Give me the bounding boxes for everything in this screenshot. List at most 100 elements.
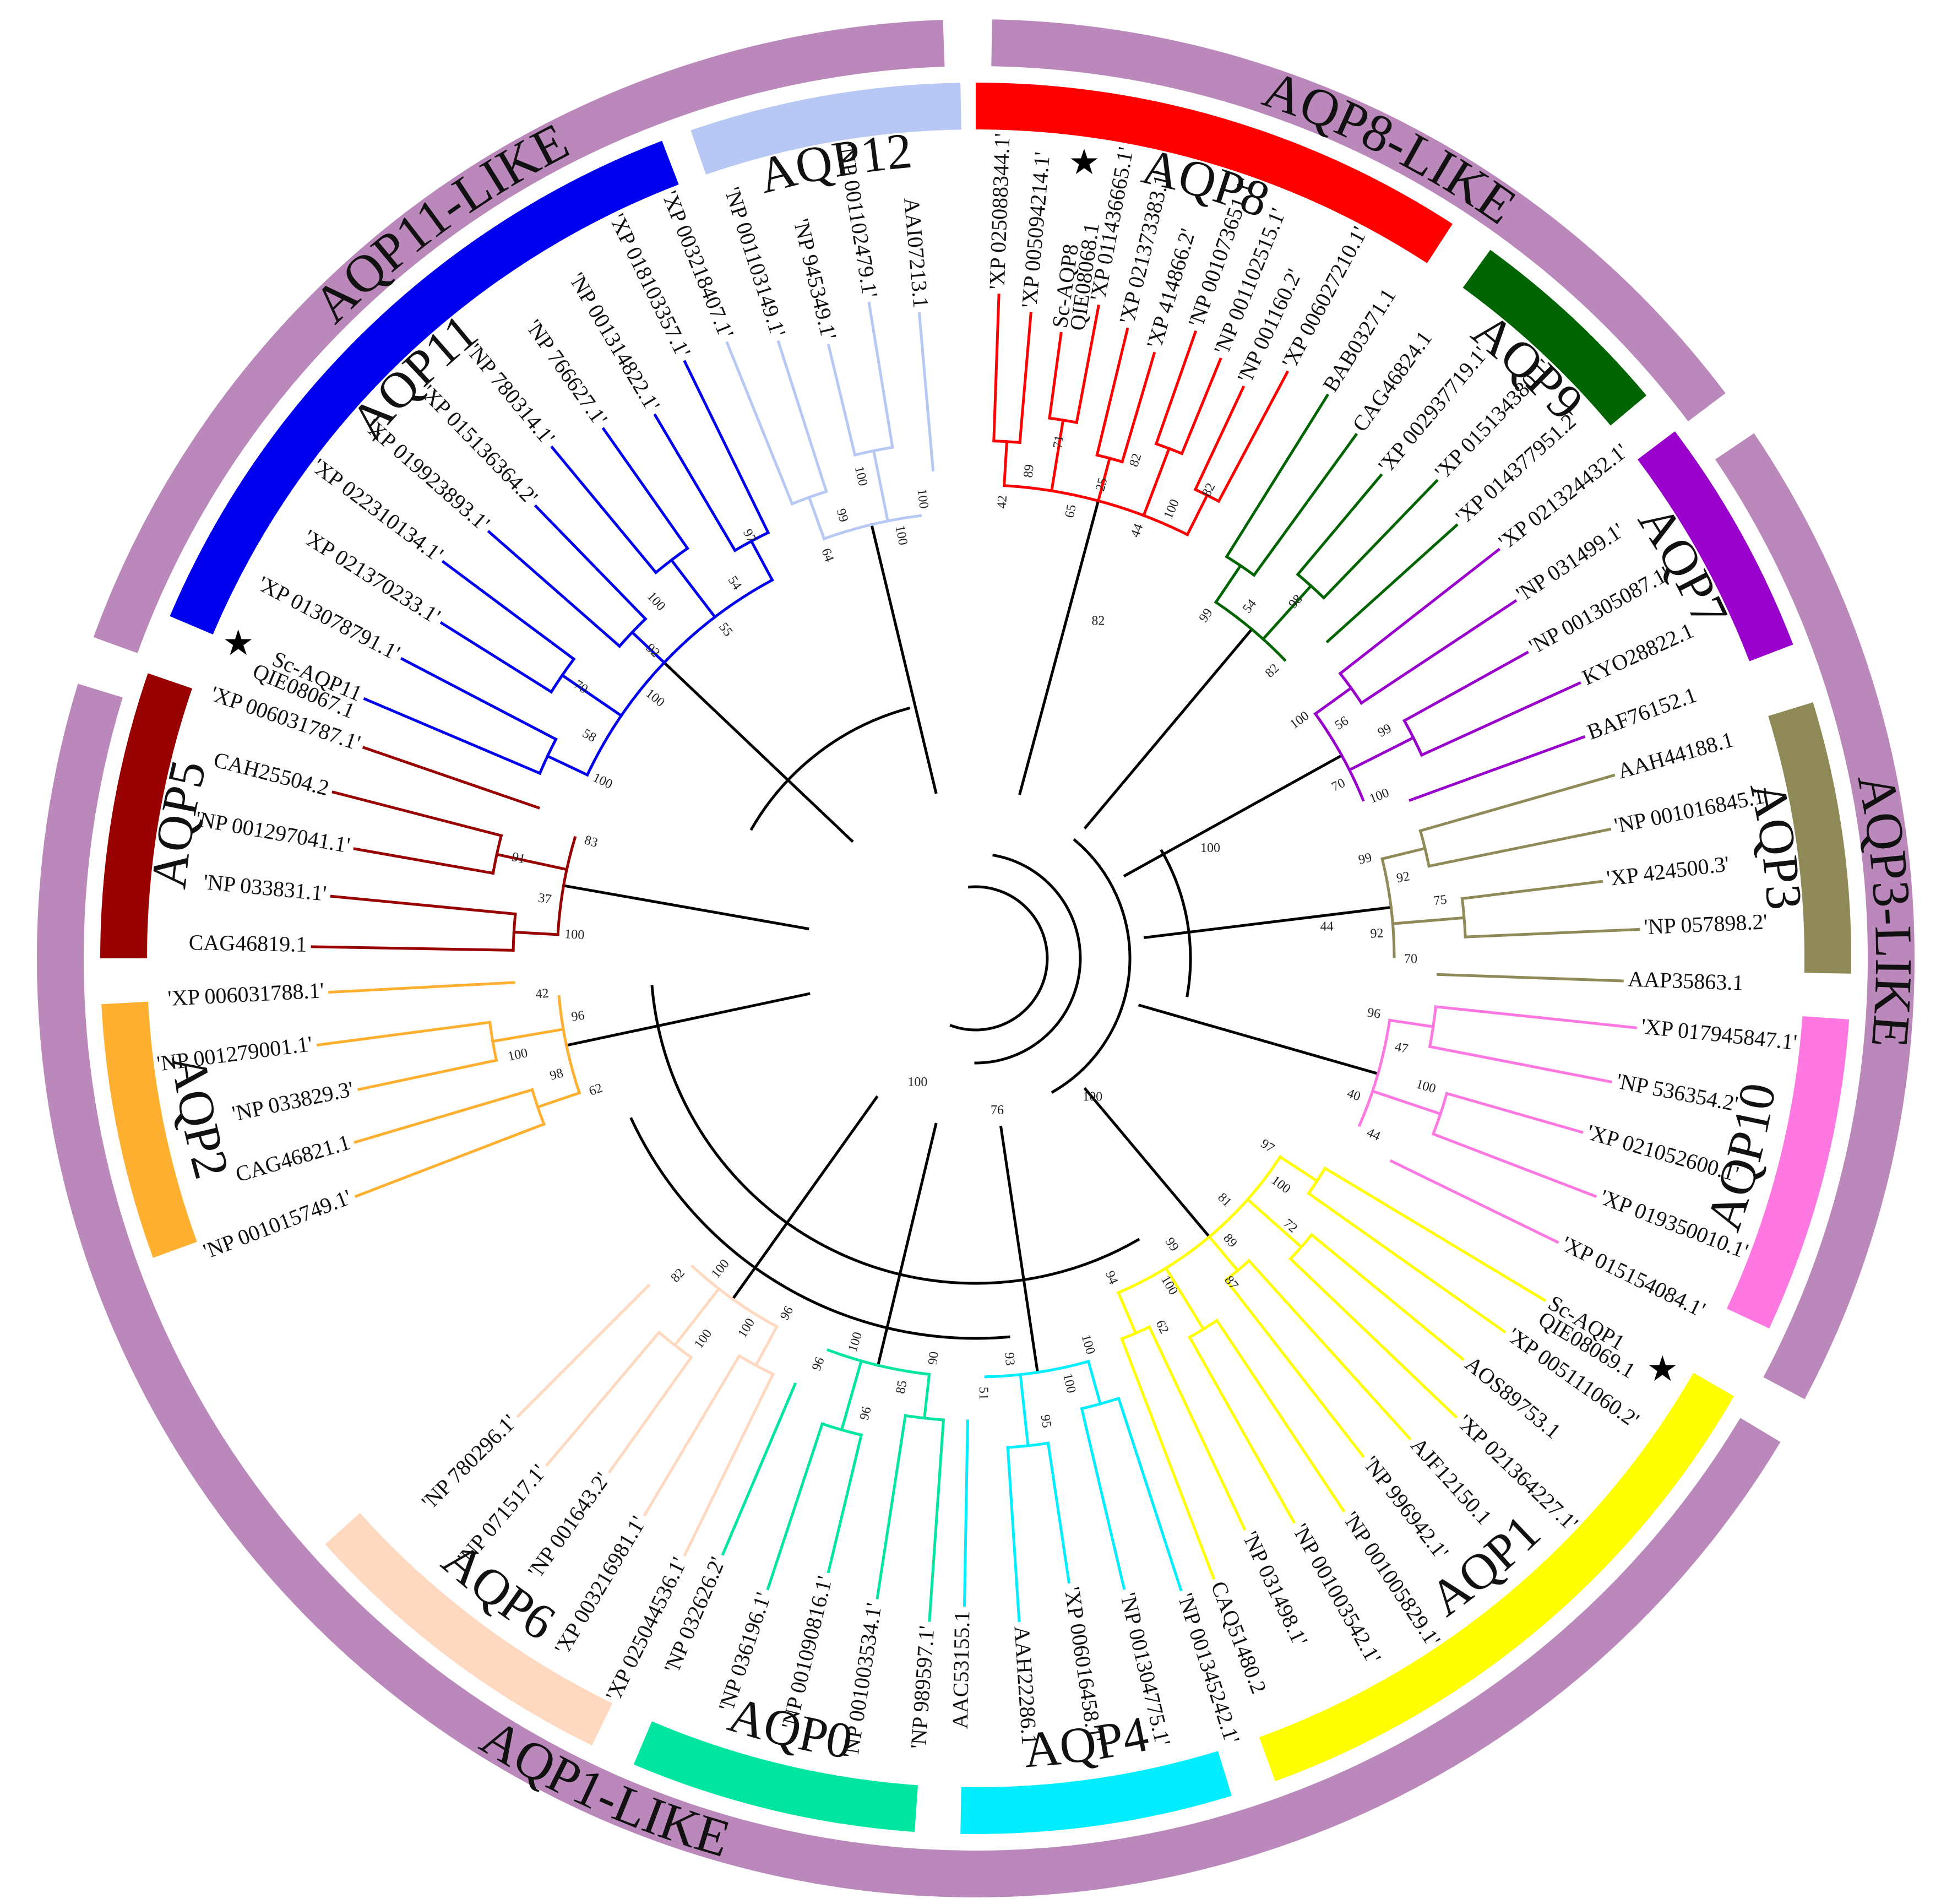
bootstrap-value: 100 (1158, 1273, 1181, 1298)
tip-label: 'NP 001003534.1' (838, 1601, 887, 1760)
tip-label: CAG46821.1 (233, 1130, 353, 1187)
backbone-bootstrap-value: 100 (907, 1075, 927, 1089)
backbone-bootstrap-value: 82 (1091, 614, 1105, 628)
group-band-aqp3 (1768, 702, 1851, 974)
bootstrap-value: 95 (1037, 1414, 1053, 1429)
bootstrap-value: 99 (1375, 721, 1394, 740)
clade-aqp0: 'NP 989597.1''NP 001003534.1''NP 0010908… (659, 1330, 945, 1760)
star-marker-icon: ★ (1068, 142, 1100, 183)
superfamily-band-aqp3-like (1715, 433, 1915, 1399)
bootstrap-value: 96 (570, 1008, 586, 1024)
bootstrap-value: 90 (926, 1351, 941, 1366)
group-band-aqp2 (101, 1001, 197, 1258)
bootstrap-value: 100 (709, 1257, 732, 1281)
tip-label: AAH22286.1 (1009, 1625, 1042, 1746)
star-marker-icon: ★ (222, 623, 254, 664)
bootstrap-value: 100 (1161, 497, 1182, 521)
backbone-bootstrap-value: 44 (1320, 920, 1334, 934)
superfamily-band-aqp11-like (93, 20, 945, 653)
tip-label: 'NP 033829.3' (230, 1076, 356, 1126)
bootstrap-value: 70 (1404, 952, 1417, 966)
clade-aqp5: CAG46819.1 'NP 033831.1' 'NP 001297041.1' C… (188, 681, 599, 957)
bootstrap-value: 42 (535, 986, 550, 1002)
group-band-aqp9 (1462, 249, 1647, 426)
bootstrap-value: 47 (1394, 1040, 1410, 1056)
bootstrap-value: 93 (1002, 1352, 1017, 1366)
bootstrap-value: 51 (976, 1387, 991, 1400)
tip-label: AAP35863.1 (1628, 967, 1744, 995)
bootstrap-value: 82 (1127, 452, 1144, 469)
tip-label: 'XP 005094214.1' (1016, 151, 1054, 309)
bootstrap-value: 100 (644, 589, 668, 614)
tip-label: 'NP 989597.1' (906, 1625, 939, 1750)
tip-label: 'XP 025088344.1' (985, 133, 1015, 290)
bootstrap-value: 100 (846, 1330, 866, 1353)
bootstrap-value: 62 (1152, 1318, 1171, 1336)
tip-label: 'NP 057898.2' (1644, 909, 1768, 939)
group-band-aqp1 (1259, 1373, 1734, 1782)
tree-backbone: 100 100 76 100 82 44 (562, 499, 1393, 1374)
bootstrap-value: 100 (1060, 1372, 1078, 1395)
bootstrap-value: 100 (1367, 785, 1391, 806)
tip-label: 'XP 006031788.1' (167, 978, 325, 1011)
bootstrap-value: 100 (1269, 1173, 1293, 1196)
tip-label: AAH44188.1 (1615, 727, 1737, 784)
clade-aqp10: 'XP 017945847.1''NP 536354.2''XP 0210526… (1345, 1005, 1798, 1322)
tip-label: KYO28822.1 (1578, 618, 1697, 690)
tip-label: AAI07213.1 (899, 197, 933, 309)
bootstrap-value: 92 (1370, 926, 1384, 941)
group-band-aqp12 (690, 83, 961, 175)
bootstrap-value: 99 (1162, 1235, 1182, 1254)
bootstrap-value: 54 (725, 573, 744, 592)
tip-label: 'NP 001297041.1' (194, 806, 352, 858)
bootstrap-value: 64 (818, 546, 836, 564)
bootstrap-value: 94 (1102, 1269, 1121, 1287)
group-band-aqp0 (633, 1721, 918, 1832)
bootstrap-value: 100 (507, 1046, 529, 1064)
bootstrap-value: 85 (894, 1379, 910, 1395)
bootstrap-value: 62 (587, 1081, 604, 1098)
star-marker-icon: ★ (1646, 1349, 1678, 1390)
bootstrap-value: 56 (1333, 714, 1351, 733)
group-band-aqp7 (1637, 431, 1793, 661)
bootstrap-value: 100 (893, 524, 910, 546)
bootstrap-value: 83 (583, 833, 599, 850)
bootstrap-value: 97 (1258, 1136, 1277, 1156)
bootstrap-value: 65 (1062, 503, 1079, 519)
group-band-aqp5 (100, 673, 192, 958)
tip-label: AAC53155.1 (948, 1610, 975, 1729)
clade-aqp12: 'XP 003218407.1''NP 001103149.1''NP 9453… (657, 142, 935, 564)
bootstrap-value: 98 (548, 1066, 565, 1083)
bootstrap-value: 82 (1199, 481, 1218, 499)
backbone-bootstrap-value: 100 (1200, 841, 1220, 855)
tip-label: 'NP 001016845.1' (1612, 783, 1770, 838)
tip-label: 'NP 001015749.1' (200, 1184, 355, 1263)
tip-label: CAH25504.2 (211, 747, 332, 800)
bootstrap-value: 75 (1433, 893, 1448, 909)
tip-label: CAG46819.1 (188, 930, 307, 957)
tip-label: 'XP 017945847.1' (1640, 1013, 1798, 1054)
bootstrap-value: 82 (668, 1266, 687, 1285)
bootstrap-value: 96 (1366, 1006, 1381, 1022)
group-band-aqp6 (325, 1513, 613, 1746)
bootstrap-value: 99 (833, 507, 851, 524)
group-band-aqp8 (976, 83, 1453, 263)
tip-label: 'NP 945349.1' (789, 216, 841, 342)
bootstrap-value: 87 (1221, 1273, 1241, 1293)
group-band-aqp4 (960, 1751, 1232, 1834)
bootstrap-value: 70 (1329, 776, 1347, 795)
bootstrap-value: 96 (809, 1355, 828, 1373)
bootstrap-value: 58 (580, 726, 599, 746)
tip-label: BAF76152.1 (1584, 682, 1700, 744)
bootstrap-value: 37 (537, 891, 552, 907)
bootstrap-value: 44 (1128, 522, 1146, 540)
bootstrap-value: 100 (1078, 1333, 1097, 1356)
bootstrap-value: 89 (1021, 464, 1037, 479)
bootstrap-value: 100 (852, 465, 871, 487)
bootstrap-value: 25 (1093, 476, 1110, 493)
clade-aqp3: AAH44188.1'NP 001016845.1' 'XP 424500.3' '… (1357, 727, 1771, 995)
bootstrap-value: 100 (1287, 709, 1312, 732)
